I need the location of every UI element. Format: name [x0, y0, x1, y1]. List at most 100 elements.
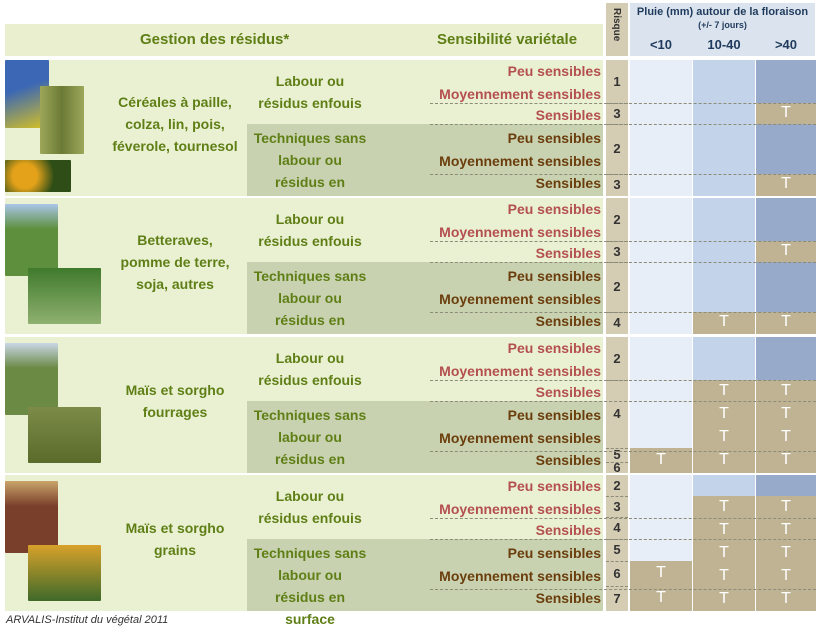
treatment-mark: T — [719, 428, 729, 446]
risk-cell — [606, 60, 628, 103]
rain-pane-low — [630, 561, 692, 611]
tillage-panel-4 — [247, 539, 603, 611]
row-divider — [430, 518, 816, 519]
risk-cell — [606, 586, 628, 611]
risk-divider — [606, 462, 628, 463]
no-till-label: Techniques sans — [253, 407, 367, 423]
risk-cell — [606, 475, 628, 496]
rain-pane-mid — [693, 60, 755, 196]
risk-level: 3 — [613, 105, 621, 121]
row-divider — [430, 174, 816, 175]
risk-level: 6 — [613, 459, 621, 475]
treatment-mark: T — [781, 589, 791, 607]
rain-pane-high — [756, 60, 816, 103]
no-till-label: Techniques sans — [253, 268, 367, 284]
sensitivity-label: Moyennement sensibles — [439, 363, 601, 379]
plowing-label: résidus enfouis — [258, 95, 362, 111]
risk-cell — [606, 262, 628, 312]
sensitivity-label: Sensibles — [535, 590, 601, 606]
sensitivity-label: Moyennement sensibles — [439, 291, 601, 307]
rain-pane-high — [756, 241, 816, 262]
risk-level: 2 — [613, 477, 621, 493]
rain-pane-high — [756, 124, 816, 174]
treatment-mark: T — [781, 520, 791, 538]
row-divider — [430, 539, 816, 540]
risk-level: 5 — [613, 542, 621, 557]
risk-cell — [606, 312, 628, 334]
rain-pane-mid — [693, 198, 755, 312]
risk-cell — [606, 174, 628, 196]
sunflower-photo — [5, 160, 71, 192]
plowing-label: résidus enfouis — [258, 510, 362, 526]
treatment-mark: T — [719, 566, 729, 584]
treatment-mark: T — [781, 381, 791, 399]
crop-photo-4-b — [28, 545, 101, 601]
residue-management-title: Gestion des résidus* — [140, 31, 290, 48]
plowing-label: Labour ou — [275, 211, 345, 227]
crop-photo-3-b — [28, 407, 101, 463]
crop-name-line: Céréales à paille, — [118, 94, 232, 110]
varietal-sensitivity-title: Sensibilité variétale — [437, 31, 578, 48]
rain-pane-high — [756, 262, 816, 312]
rain-pane-high — [756, 103, 816, 124]
rain-pane-high — [756, 475, 816, 496]
risk-level: 2 — [613, 141, 621, 156]
sensitivity-label: Peu sensibles — [507, 268, 601, 284]
risk-level: 4 — [613, 315, 621, 330]
sensitivity-label: Peu sensibles — [507, 407, 601, 423]
crop-photo-2-a — [5, 204, 58, 276]
row-divider — [430, 124, 816, 125]
crop-photo-4-a — [5, 481, 58, 553]
sensitivity-label: Peu sensibles — [507, 130, 601, 146]
row-divider — [430, 589, 816, 590]
wheat-photo — [40, 86, 84, 154]
no-till-label: labour ou — [278, 567, 342, 583]
treatment-mark: T — [719, 313, 729, 330]
risk-level: 3 — [613, 177, 621, 192]
rain-pane-mid — [693, 380, 755, 473]
treatment-mark: T — [781, 497, 791, 515]
crop-name-line: Maïs et sorgho — [125, 520, 225, 536]
rain-pane-mid — [693, 337, 755, 380]
treatment-mark: T — [719, 381, 729, 399]
treatment-mark: T — [656, 563, 666, 581]
sensitivity-label: Moyennement sensibles — [439, 501, 601, 517]
risk-cell — [606, 380, 628, 448]
rain-title: Pluie (mm) autour de la floraison — [636, 6, 809, 18]
treatment-mark: T — [781, 566, 791, 584]
row-divider — [430, 262, 816, 263]
treatment-mark: T — [781, 451, 791, 469]
row-divider — [430, 380, 816, 381]
risk-divider — [606, 448, 628, 449]
sensitivity-label: Moyennement sensibles — [439, 153, 601, 169]
sensitivity-label: Sensibles — [535, 245, 601, 261]
sensitivity-label: Moyennement sensibles — [439, 568, 601, 584]
treatment-mark: T — [781, 175, 791, 192]
risk-cell — [606, 539, 628, 561]
sensitivity-label: Moyennement sensibles — [439, 86, 601, 102]
crop-name-line: soja, autres — [136, 276, 214, 292]
treatment-mark: T — [719, 451, 729, 469]
rain-pane-high — [756, 174, 816, 196]
treatment-mark: T — [719, 589, 729, 607]
risk-cell — [606, 462, 628, 473]
header-band — [5, 24, 603, 56]
crop-photo-3-a — [5, 343, 58, 415]
treatment-mark: T — [781, 241, 791, 259]
crop-name-line: grains — [153, 542, 196, 558]
crop-name-line: colza, lin, pois, — [125, 116, 225, 132]
no-till-label: labour ou — [278, 429, 342, 445]
rain-pane-low — [630, 198, 692, 334]
risk-divider — [606, 586, 628, 587]
row-divider — [430, 451, 816, 452]
no-till-label: résidus en surface — [274, 589, 346, 627]
sensitivity-label: Peu sensibles — [507, 63, 601, 79]
rain-pane-low — [630, 448, 692, 473]
sensitivity-label: Peu sensibles — [507, 478, 601, 494]
rain-pane-high — [756, 337, 816, 380]
rain-pane-high — [756, 496, 816, 611]
treatment-mark: T — [719, 543, 729, 561]
rain-pane-high — [756, 312, 816, 334]
rain-pane-high — [756, 380, 816, 473]
treatment-mark: T — [781, 543, 791, 561]
